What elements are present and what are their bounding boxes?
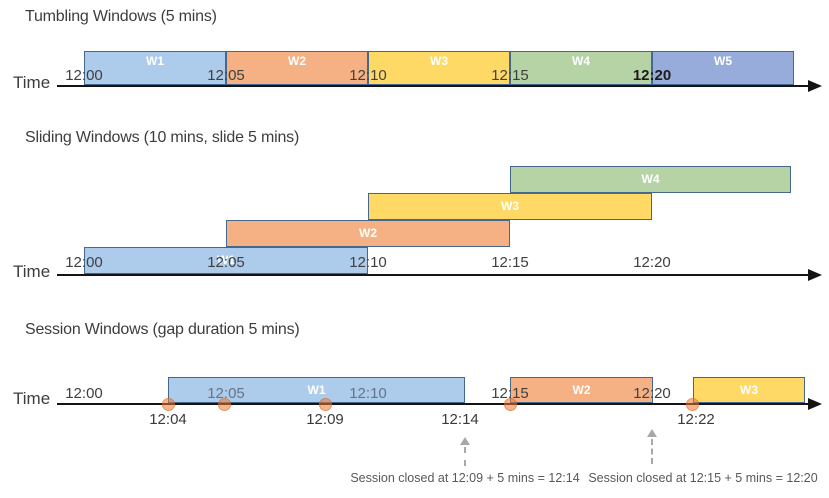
event-time-label-1: 12:09 <box>306 411 344 428</box>
event-time-label-2: 12:14 <box>441 411 479 428</box>
window-box-tumbling-w3: W3 <box>368 51 510 85</box>
window-label: W3 <box>501 199 519 213</box>
tick-label-session-3: 12:15 <box>491 385 529 402</box>
window-box-sliding-w4: W4 <box>510 166 791 193</box>
window-label: W4 <box>641 172 660 186</box>
window-box-session-w3: W3 <box>693 377 805 403</box>
tick-label-sliding-1: 12:05 <box>207 254 245 271</box>
tick-label-session-1: 12:05 <box>207 385 245 402</box>
time-axis-sliding <box>57 274 808 276</box>
axis-label-tumbling: Time <box>13 73 51 92</box>
window-label: W4 <box>572 54 590 68</box>
tick-label-session-0: 12:00 <box>65 385 103 402</box>
window-box-session-w2: W2 <box>510 377 653 403</box>
window-box-tumbling-w4: W4 <box>510 51 652 85</box>
event-time-label-3: 12:22 <box>677 411 715 428</box>
event-dot-3 <box>503 397 517 411</box>
axis-arrowhead-icon <box>808 80 822 92</box>
window-label: W1 <box>307 382 326 397</box>
tick-label-sliding-0: 12:00 <box>65 254 103 271</box>
tick-label-session-4: 12:20 <box>633 385 671 402</box>
dashed-arrow-line-1 <box>651 439 653 464</box>
tick-label-tumbling-2: 12:10 <box>349 67 387 84</box>
tick-label-tumbling-4: 12:20 <box>632 67 672 84</box>
event-time-label-0: 12:04 <box>149 411 187 428</box>
window-label: W2 <box>288 54 306 68</box>
tick-label-session-2: 12:10 <box>349 385 387 402</box>
axis-arrowhead-icon <box>808 398 822 410</box>
window-box-sliding-w2: W2 <box>226 220 510 247</box>
window-box-sliding-w3: W3 <box>368 193 652 220</box>
tick-label-tumbling-0: 12:00 <box>65 67 103 84</box>
session-closed-annotation-1: Session closed at 12:15 + 5 mins = 12:20 <box>588 471 818 485</box>
axis-arrowhead-icon <box>808 269 822 281</box>
section-title-sliding: Sliding Windows (10 mins, slide 5 mins) <box>25 129 300 146</box>
section-title-session: Session Windows (gap duration 5 mins) <box>25 321 300 338</box>
tick-label-sliding-2: 12:10 <box>349 254 387 271</box>
event-dot-1 <box>217 397 231 411</box>
tick-label-tumbling-3: 12:15 <box>491 67 529 84</box>
window-label: W5 <box>714 54 732 68</box>
window-box-tumbling-w5: W5 <box>652 51 794 85</box>
event-dot-0 <box>161 397 175 411</box>
tick-label-sliding-4: 12:20 <box>633 254 671 271</box>
dashed-arrow-head-icon-1 <box>647 429 657 437</box>
section-title-tumbling: Tumbling Windows (5 mins) <box>25 8 217 25</box>
time-axis-tumbling <box>57 85 808 87</box>
tick-label-sliding-3: 12:15 <box>491 254 529 271</box>
session-closed-annotation-0: Session closed at 12:09 + 5 mins = 12:14 <box>350 471 580 485</box>
window-label: W2 <box>572 382 591 397</box>
window-label: W1 <box>217 253 235 267</box>
window-label: W3 <box>430 54 448 68</box>
window-label: W1 <box>146 54 164 68</box>
window-label: W2 <box>359 226 377 240</box>
axis-label-sliding: Time <box>13 262 51 281</box>
window-label: W3 <box>740 382 758 397</box>
window-box-sliding-w1: W1 <box>84 247 368 274</box>
dashed-arrow-line-0 <box>464 447 466 466</box>
event-dot-4 <box>685 397 699 411</box>
time-axis-session <box>57 403 808 405</box>
window-box-tumbling-w1: W1 <box>84 51 226 85</box>
dashed-arrow-head-icon-0 <box>460 437 470 445</box>
tick-label-tumbling-1: 12:05 <box>207 67 245 84</box>
window-box-tumbling-w2: W2 <box>226 51 368 85</box>
window-box-session-w1: W1 <box>168 377 465 403</box>
axis-label-session: Time <box>13 389 51 408</box>
event-dot-2 <box>318 397 332 411</box>
